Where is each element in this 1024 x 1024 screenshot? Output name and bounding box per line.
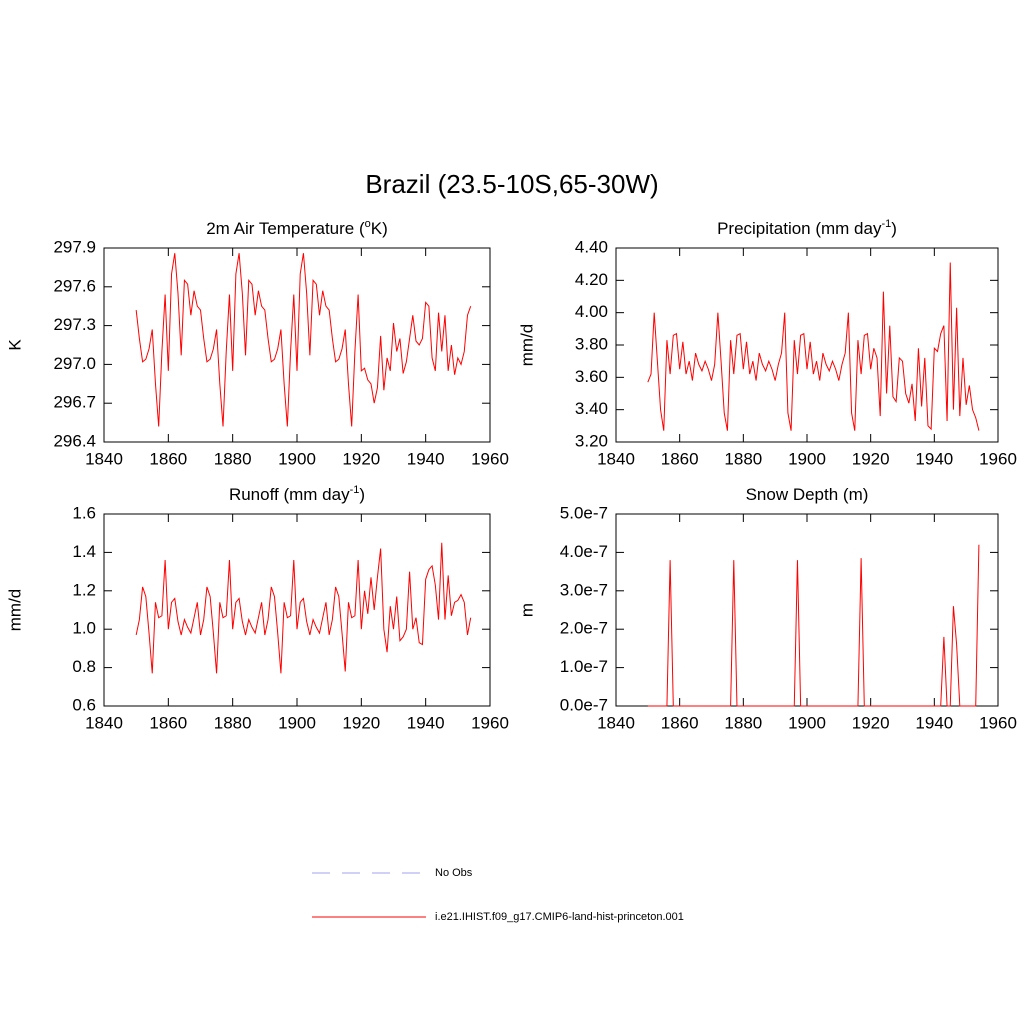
x-tick-label: 1880 — [214, 449, 252, 468]
title-text: 2m Air Temperature ( — [206, 219, 365, 238]
x-tick-label: 1900 — [278, 449, 316, 468]
x-tick-label: 1900 — [278, 713, 316, 732]
title-end: K) — [371, 219, 388, 238]
title-text: Snow Depth (m) — [746, 485, 869, 504]
panel-title: Snow Depth (m) — [746, 485, 869, 504]
title-superscript: -1 — [881, 218, 891, 230]
x-tick-label: 1960 — [471, 713, 509, 732]
plot-frame — [615, 247, 999, 443]
x-tick-label: 1860 — [149, 713, 187, 732]
data-line — [647, 262, 980, 431]
y-tick-label: 4.00 — [575, 302, 608, 321]
x-tick-label: 1920 — [342, 713, 380, 732]
x-tick-label: 1920 — [342, 449, 380, 468]
data-line — [135, 542, 472, 674]
x-tick-label: 1880 — [214, 713, 252, 732]
title-text: Precipitation (mm day — [717, 219, 882, 238]
y-tick-label: 1.4 — [72, 542, 96, 561]
x-tick-label: 1940 — [407, 449, 445, 468]
y-tick-label: 297.6 — [53, 276, 96, 295]
y-tick-label: 0.8 — [72, 657, 96, 676]
x-tick-label: 1860 — [661, 449, 699, 468]
title-end: ) — [359, 485, 365, 504]
x-tick-label: 1940 — [407, 713, 445, 732]
data-line — [647, 544, 980, 707]
y-tick-label: 3.40 — [575, 399, 608, 418]
data-line — [135, 253, 472, 427]
title-superscript: o — [365, 218, 371, 230]
plot-frame — [615, 513, 999, 707]
y-tick-label: 4.0e-7 — [560, 542, 608, 561]
x-tick-label: 1840 — [85, 449, 123, 468]
x-tick-label: 1960 — [471, 449, 509, 468]
x-tick-label: 1840 — [597, 713, 635, 732]
x-tick-label: 1920 — [852, 713, 890, 732]
x-tick-label: 1840 — [597, 449, 635, 468]
y-tick-label: 1.2 — [72, 580, 96, 599]
x-tick-label: 1880 — [724, 713, 762, 732]
y-tick-label: 1.6 — [72, 503, 96, 522]
y-tick-label: 296.4 — [53, 431, 96, 450]
y-tick-label: 5.0e-7 — [560, 503, 608, 522]
y-tick-label: 0.0e-7 — [560, 695, 608, 714]
y-tick-label: 3.20 — [575, 431, 608, 450]
x-tick-label: 1920 — [852, 449, 890, 468]
panel-title: Runoff (mm day-1) — [229, 484, 365, 505]
legend-label: No Obs — [435, 867, 473, 879]
x-tick-label: 1860 — [149, 449, 187, 468]
x-tick-label: 1960 — [979, 449, 1017, 468]
x-tick-label: 1900 — [788, 713, 826, 732]
y-axis-label: mm/d — [5, 589, 24, 632]
title-superscript: -1 — [350, 484, 360, 496]
panel-title: 2m Air Temperature (oK) — [206, 218, 388, 239]
y-tick-label: 297.3 — [53, 315, 96, 334]
y-tick-label: 1.0 — [72, 619, 96, 638]
y-tick-label: 0.6 — [72, 695, 96, 714]
y-axis-label: K — [5, 339, 24, 351]
x-tick-label: 1840 — [85, 713, 123, 732]
y-tick-label: 3.60 — [575, 367, 608, 386]
x-tick-label: 1960 — [979, 713, 1017, 732]
x-tick-label: 1940 — [915, 713, 953, 732]
figure-title: Brazil (23.5-10S,65-30W) — [365, 169, 658, 199]
y-tick-label: 3.80 — [575, 334, 608, 353]
y-tick-label: 297.0 — [53, 354, 96, 373]
title-end: ) — [891, 219, 897, 238]
y-tick-label: 4.20 — [575, 270, 608, 289]
y-tick-label: 297.9 — [53, 237, 96, 256]
panel-title: Precipitation (mm day-1) — [717, 218, 897, 239]
x-tick-label: 1860 — [661, 713, 699, 732]
title-text: Runoff (mm day — [229, 485, 350, 504]
y-tick-label: 296.7 — [53, 393, 96, 412]
x-tick-label: 1900 — [788, 449, 826, 468]
y-tick-label: 4.40 — [575, 237, 608, 256]
y-tick-label: 1.0e-7 — [560, 657, 608, 676]
y-axis-label: mm/d — [517, 324, 536, 367]
y-axis-label: m — [517, 603, 536, 617]
y-tick-label: 2.0e-7 — [560, 619, 608, 638]
x-tick-label: 1940 — [915, 449, 953, 468]
x-tick-label: 1880 — [724, 449, 762, 468]
y-tick-label: 3.0e-7 — [560, 580, 608, 599]
legend-label: i.e21.IHIST.f09_g17.CMIP6-land-hist-prin… — [435, 911, 684, 923]
